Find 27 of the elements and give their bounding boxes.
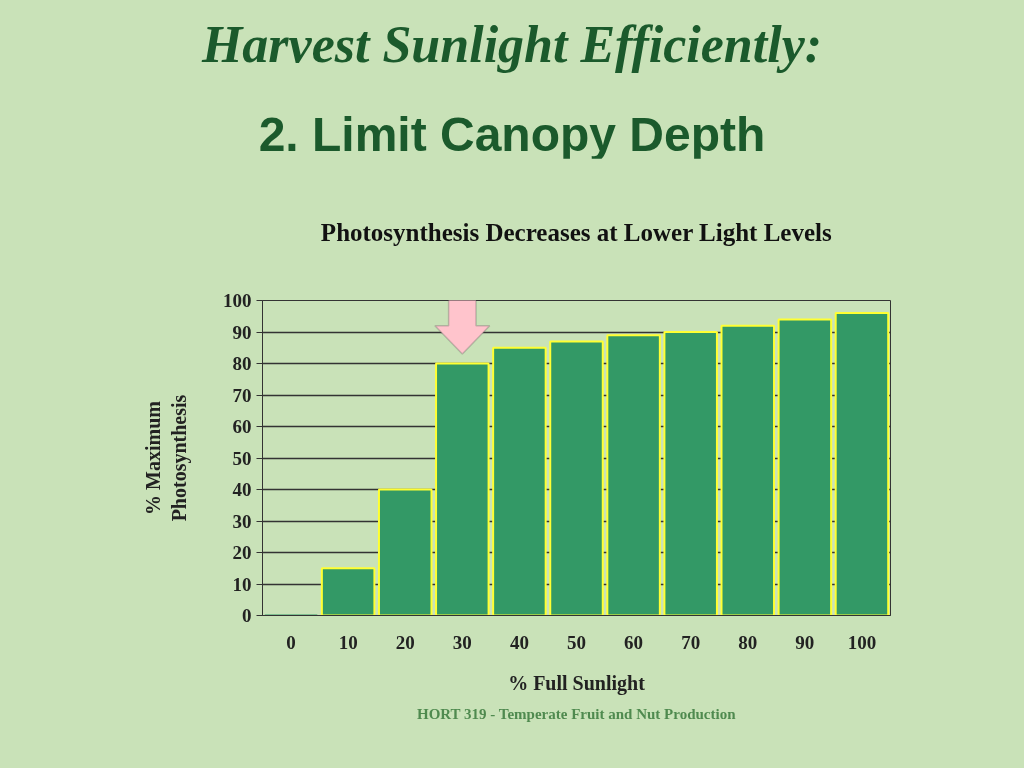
x-tick-label: 20 bbox=[395, 631, 415, 653]
x-tick-label: 90 bbox=[795, 631, 815, 653]
chart-subtitle: Photosynthesis Decreases at Lower Light Levels bbox=[320, 218, 832, 246]
y-tick-label: 0 bbox=[242, 605, 252, 626]
x-tick-label: 10 bbox=[338, 631, 358, 653]
y-tick-label: 10 bbox=[232, 573, 252, 595]
y-tick-label: 80 bbox=[232, 353, 252, 374]
text: HORT 319 - Temperate Fruit and Nut Production bbox=[416, 705, 737, 722]
x-tick-label: 30 bbox=[452, 631, 472, 653]
y-tick-label: 70 bbox=[232, 384, 252, 406]
x-tick-label: 70 bbox=[681, 631, 701, 653]
y-axis-title: % Maximum Photosynthesis bbox=[141, 394, 191, 522]
x-tick-label: 40 bbox=[509, 631, 529, 653]
y-tick-label: 40 bbox=[232, 479, 252, 500]
y-tick-label: 30 bbox=[232, 510, 252, 532]
x-axis-title: % Full Sunlight bbox=[508, 671, 646, 695]
x-tick-label: 60 bbox=[624, 631, 644, 653]
chart-title: Harvest Sunlight Efficiently: 2. Limit Canopy Depth bbox=[200, 15, 824, 161]
y-tick-label: 60 bbox=[232, 416, 252, 437]
x-tick-label: 80 bbox=[738, 631, 758, 653]
x-tick-label: 0 bbox=[286, 631, 296, 653]
x-tick-label: 50 bbox=[567, 631, 586, 653]
y-tick-label: 50 bbox=[232, 447, 252, 469]
y-tick-label: 100 bbox=[223, 290, 252, 311]
y-tick-label: 20 bbox=[232, 542, 252, 563]
x-tick-label: 100 bbox=[847, 631, 877, 653]
y-tick-label: 90 bbox=[232, 321, 252, 343]
